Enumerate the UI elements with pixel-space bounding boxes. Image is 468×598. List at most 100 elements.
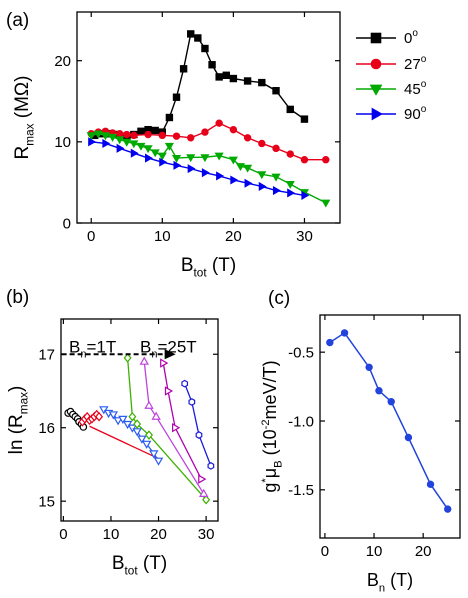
- data-point: [158, 131, 166, 140]
- x-tick-label: 20: [150, 526, 167, 543]
- data-point: [115, 130, 124, 138]
- data-point: [198, 474, 207, 484]
- data-point: [214, 152, 224, 161]
- panel-c: (c) 0 10 20 -0.5 -1.0 -1.5 Bn (T) g*μB (10-2meV…: [260, 288, 461, 594]
- legend-item-45-deg: 45o: [356, 79, 427, 98]
- data-point: [145, 153, 153, 163]
- x-axis-label: Btot (T): [112, 553, 167, 578]
- x-tick-label: 20: [415, 543, 432, 560]
- x-tick-label: 0: [59, 526, 67, 543]
- data-point: [426, 480, 435, 489]
- data-point: [108, 411, 119, 420]
- y-tick-label: 10: [54, 134, 71, 151]
- plot-frame: [319, 314, 461, 539]
- data-point: [181, 379, 189, 388]
- data-point: [201, 128, 209, 136]
- data-point: [300, 115, 309, 123]
- data-point: [130, 148, 139, 158]
- data-point: [160, 358, 169, 368]
- data-point: [207, 462, 215, 470]
- y-tick-label: 15: [38, 494, 55, 511]
- data-point: [172, 93, 181, 101]
- data-point: [201, 44, 209, 53]
- x-tick-label: 10: [366, 543, 383, 560]
- legend-item-0-deg: 0o: [356, 28, 418, 47]
- data-point: [258, 181, 267, 192]
- data-point: [365, 363, 373, 372]
- series-6-line: [143, 361, 205, 495]
- data-point: [116, 143, 125, 153]
- legend-marker: [370, 32, 382, 44]
- legend-label: 45o: [404, 79, 427, 98]
- data-point: [229, 74, 238, 83]
- data-point: [321, 199, 331, 208]
- data-point: [128, 411, 137, 422]
- data-point: [141, 440, 152, 449]
- data-point: [199, 488, 209, 497]
- data-point: [243, 77, 252, 85]
- data-point: [132, 428, 142, 437]
- data-point: [200, 154, 210, 163]
- data-point: [258, 78, 266, 87]
- data-point: [187, 164, 196, 174]
- x-tick-label: 20: [225, 228, 242, 245]
- data-point: [107, 133, 118, 142]
- legend-item-27-deg: 27o: [356, 54, 427, 73]
- data-point: [115, 136, 125, 145]
- data-point: [444, 505, 452, 513]
- data-point: [118, 415, 128, 424]
- series-1: [64, 407, 88, 431]
- x-tick-label: 10: [103, 526, 120, 543]
- panel-b-label: (b): [6, 287, 29, 308]
- data-point: [322, 156, 330, 164]
- data-point: [123, 130, 131, 139]
- y-axis-label: ln (Rmax): [6, 386, 31, 455]
- data-point: [258, 139, 266, 148]
- legend-item-90-deg: 90o: [356, 104, 427, 123]
- data-point: [157, 152, 167, 161]
- series-4: [99, 406, 164, 466]
- annotation-bn-start: Bn=1T: [69, 337, 116, 360]
- data-point: [86, 132, 96, 141]
- legend-label: 0o: [404, 28, 418, 47]
- data-point: [102, 138, 111, 149]
- legend-marker: [370, 58, 382, 70]
- data-point: [151, 126, 159, 135]
- legend-label: 90o: [404, 104, 427, 123]
- data-point: [208, 61, 216, 69]
- data-point: [201, 168, 210, 178]
- series-3: [89, 425, 159, 460]
- data-point: [150, 149, 160, 158]
- data-point: [144, 400, 154, 409]
- series-1: [91, 30, 309, 140]
- y-tick-label: -1.0: [288, 413, 314, 430]
- y-axis-label: Rmax (MΩ): [12, 76, 37, 160]
- annotation-bn-end: Bn=25T: [140, 337, 197, 360]
- data-point: [286, 105, 294, 114]
- panel-b-plot: 0 10 20 30 15 16 17 Btot (T) ln (Rmax) Bn=1T Bn=25…: [6, 318, 219, 578]
- data-point: [215, 73, 223, 81]
- data-point: [179, 65, 188, 73]
- x-axis-label: Bn (T): [367, 570, 413, 594]
- data-point: [243, 164, 253, 173]
- data-point: [164, 386, 174, 396]
- series-1: [326, 329, 452, 513]
- panel-a-plot: 0 10 20 30 0 10 20 Btot (T) Rmax (MΩ): [12, 11, 341, 280]
- data-point: [151, 411, 161, 420]
- plot-frame: [76, 11, 341, 224]
- data-point: [171, 155, 182, 163]
- data-point: [194, 34, 202, 42]
- y-tick-label: 0: [63, 215, 71, 232]
- panel-b: (b) 0 10 20 30 15 16 17 Btot (T) ln (Rmax) Bn=1T B…: [6, 287, 219, 578]
- series-8: [181, 379, 215, 470]
- series-6: [139, 356, 209, 497]
- x-tick-label: 10: [154, 228, 171, 245]
- y-tick-label: 17: [38, 347, 55, 364]
- y-tick-label: -0.5: [288, 345, 314, 362]
- series-7-line: [162, 362, 202, 480]
- x-tick-label: 30: [198, 526, 215, 543]
- data-point: [164, 142, 174, 151]
- data-point: [301, 190, 310, 200]
- data-point: [145, 430, 153, 440]
- series-2: [78, 409, 104, 427]
